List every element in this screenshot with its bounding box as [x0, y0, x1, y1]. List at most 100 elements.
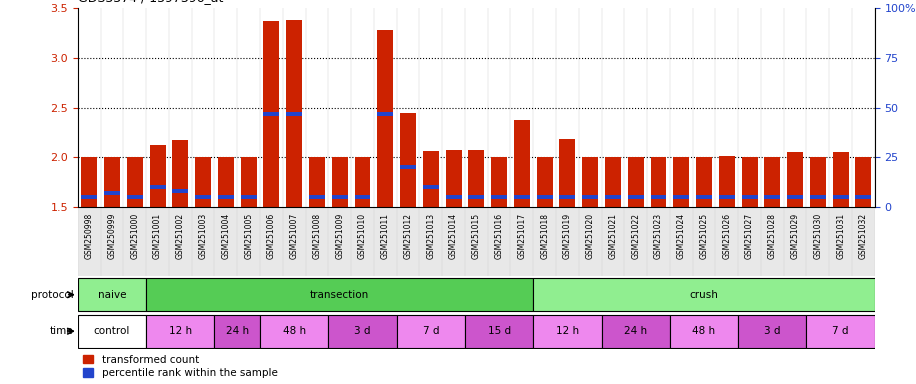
- Bar: [104, 191, 120, 195]
- Bar: [264, 21, 279, 207]
- FancyBboxPatch shape: [260, 315, 328, 348]
- Text: GSM250998: GSM250998: [85, 213, 93, 259]
- Text: GSM251024: GSM251024: [677, 213, 686, 259]
- Bar: [491, 195, 507, 199]
- Text: GSM251017: GSM251017: [518, 213, 527, 259]
- Text: GSM251019: GSM251019: [563, 213, 572, 259]
- Bar: [172, 189, 189, 194]
- Text: GSM251018: GSM251018: [540, 213, 549, 259]
- Text: transection: transection: [311, 290, 369, 300]
- Bar: [560, 195, 575, 199]
- Text: GSM251016: GSM251016: [495, 213, 504, 259]
- Text: 24 h: 24 h: [624, 326, 648, 336]
- Bar: [560, 139, 575, 207]
- Bar: [332, 195, 348, 199]
- Text: GSM251000: GSM251000: [130, 213, 139, 259]
- Text: 7 d: 7 d: [833, 326, 849, 336]
- Text: 3 d: 3 d: [354, 326, 371, 336]
- Bar: [286, 111, 302, 116]
- Legend: transformed count, percentile rank within the sample: transformed count, percentile rank withi…: [83, 355, 278, 378]
- Text: GSM251020: GSM251020: [585, 213, 594, 259]
- Bar: [514, 195, 529, 199]
- Bar: [82, 157, 97, 207]
- Bar: [400, 166, 416, 169]
- Bar: [218, 195, 234, 199]
- Bar: [787, 195, 803, 199]
- Text: 3 d: 3 d: [764, 326, 780, 336]
- Text: 15 d: 15 d: [487, 326, 510, 336]
- Text: naive: naive: [98, 290, 126, 300]
- Bar: [833, 152, 848, 207]
- FancyBboxPatch shape: [670, 315, 738, 348]
- Text: GSM251013: GSM251013: [426, 213, 435, 259]
- FancyBboxPatch shape: [147, 278, 533, 311]
- FancyBboxPatch shape: [397, 315, 465, 348]
- Bar: [856, 157, 871, 207]
- Bar: [332, 157, 348, 207]
- Bar: [218, 157, 234, 207]
- Text: GSM251014: GSM251014: [449, 213, 458, 259]
- Bar: [126, 157, 143, 207]
- Text: protocol: protocol: [30, 290, 73, 300]
- Bar: [423, 185, 439, 189]
- Bar: [605, 195, 621, 199]
- Text: GSM251004: GSM251004: [222, 213, 230, 259]
- Bar: [195, 195, 211, 199]
- Text: GSM251028: GSM251028: [768, 213, 777, 259]
- Text: GSM251008: GSM251008: [312, 213, 322, 259]
- Bar: [764, 157, 780, 207]
- Text: control: control: [93, 326, 130, 336]
- Text: GSM251001: GSM251001: [153, 213, 162, 259]
- FancyBboxPatch shape: [533, 278, 875, 311]
- Bar: [856, 195, 871, 199]
- Text: GSM251025: GSM251025: [700, 213, 708, 259]
- Bar: [195, 157, 211, 207]
- Bar: [627, 157, 644, 207]
- Bar: [742, 157, 758, 207]
- Bar: [650, 157, 667, 207]
- Bar: [696, 195, 712, 199]
- Bar: [583, 195, 598, 199]
- Bar: [514, 121, 529, 207]
- Text: GSM251009: GSM251009: [335, 213, 344, 259]
- Text: 48 h: 48 h: [692, 326, 715, 336]
- Text: GSM250999: GSM250999: [107, 213, 116, 259]
- Bar: [377, 30, 393, 207]
- Bar: [309, 157, 325, 207]
- Bar: [354, 157, 370, 207]
- Text: crush: crush: [690, 290, 718, 300]
- Bar: [810, 157, 826, 207]
- Bar: [445, 195, 462, 199]
- Bar: [468, 195, 485, 199]
- FancyBboxPatch shape: [214, 315, 260, 348]
- Bar: [423, 151, 439, 207]
- Bar: [241, 157, 256, 207]
- Bar: [104, 157, 120, 207]
- Bar: [354, 195, 370, 199]
- Bar: [810, 195, 826, 199]
- Bar: [537, 195, 552, 199]
- Text: GSM251031: GSM251031: [836, 213, 845, 259]
- Text: 12 h: 12 h: [556, 326, 579, 336]
- Text: GSM251029: GSM251029: [791, 213, 800, 259]
- Text: GSM251015: GSM251015: [472, 213, 481, 259]
- Bar: [149, 146, 166, 207]
- FancyBboxPatch shape: [147, 315, 214, 348]
- Bar: [673, 195, 689, 199]
- Bar: [286, 20, 302, 207]
- Text: GSM251003: GSM251003: [199, 213, 208, 259]
- Bar: [149, 185, 166, 189]
- Text: GSM251022: GSM251022: [631, 213, 640, 259]
- FancyBboxPatch shape: [78, 315, 147, 348]
- Text: GDS3374 / 1397396_at: GDS3374 / 1397396_at: [78, 0, 224, 4]
- Text: GSM251010: GSM251010: [358, 213, 367, 259]
- Bar: [583, 157, 598, 207]
- Bar: [377, 111, 393, 116]
- Text: GSM251005: GSM251005: [245, 213, 253, 259]
- Text: GSM251023: GSM251023: [654, 213, 663, 259]
- Bar: [833, 195, 848, 199]
- Bar: [445, 151, 462, 207]
- Text: GSM251027: GSM251027: [745, 213, 754, 259]
- Bar: [764, 195, 780, 199]
- Text: GSM251026: GSM251026: [723, 213, 731, 259]
